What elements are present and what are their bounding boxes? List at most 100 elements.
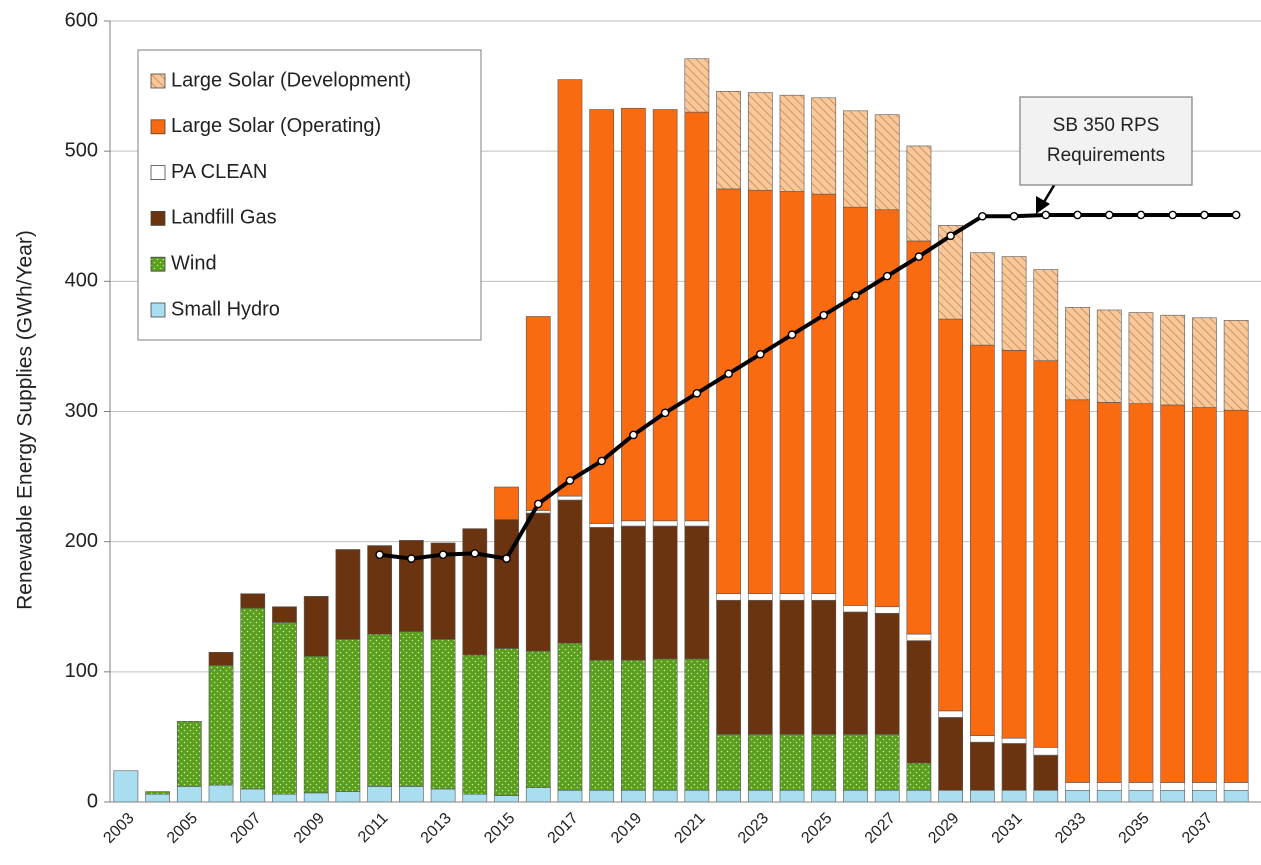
bar-segment [367,545,392,635]
annotation-text: SB 350 RPS [1053,115,1160,136]
legend-label: Large Solar (Development) [171,69,411,91]
bar-segment [938,789,963,803]
bar-segment [1033,747,1059,756]
bar-segment [1192,782,1217,791]
y-tick-label: 0 [87,790,98,812]
annotation-arrowhead [1036,196,1050,214]
bar-segment [303,596,329,657]
bar-segment [494,486,519,520]
bar-segment [874,789,900,803]
annotation-box [1019,96,1193,186]
bar-segment [525,510,551,514]
bar-segment [621,525,646,661]
bar-segment [652,520,678,527]
bar-segment [1001,737,1027,744]
bar-segment [1128,782,1154,791]
bar-segment [272,606,297,623]
bar-segment [272,793,297,803]
bar-segment [399,540,424,632]
bar-segment [1065,789,1090,803]
bar-segment [970,252,995,346]
y-tick-label: 500 [65,139,98,161]
bar-segment [684,520,710,527]
rps-point [819,310,829,320]
bar-segment [1033,269,1059,362]
x-tick-label: 2031 [989,810,1026,847]
bar-segment [652,525,678,660]
x-tick-label: 2035 [1116,810,1153,847]
bar-segment [716,789,741,803]
bar-segment [208,652,234,666]
legend-swatch [150,119,166,135]
rps-point [470,549,480,558]
rps-point [1136,210,1146,220]
bar-segment [303,655,329,794]
bar-segment [589,789,615,803]
bar-segment [716,188,741,595]
x-tick-label: 2007 [227,810,264,847]
bar-segment [811,593,837,601]
bar-segment [874,606,900,614]
bar-segment [335,791,361,803]
bar-segment [779,191,805,595]
x-tick-label: 2019 [608,810,645,847]
rps-point [660,408,670,418]
bar-segment [557,789,583,803]
bar-segment [462,793,488,803]
rps-point [407,554,416,563]
bar-segment [399,786,424,803]
bar-segment [557,642,583,791]
bar-segment [1223,789,1249,803]
legend-swatch [150,210,166,226]
rps-point [692,388,702,398]
bar-segment [494,519,519,649]
bar-segment [906,640,932,764]
bar-segment [145,793,170,803]
bar-segment [811,193,837,595]
rps-point [1009,211,1019,221]
bar-segment [1096,402,1122,783]
bar-segment [557,79,583,497]
x-tick-label: 2033 [1052,810,1089,847]
bar-segment [1160,782,1186,791]
bar-segment [684,525,710,660]
bar-segment [779,734,805,791]
bar-segment [843,206,868,606]
x-tick-label: 2021 [671,810,708,847]
bar-segment [1001,350,1027,739]
bar-segment [716,593,741,601]
bar-segment [589,659,615,791]
bar-segment [1065,782,1090,791]
bar-segment [494,648,519,796]
rps-point [787,330,797,340]
rps-point [438,550,448,559]
y-tick-label: 600 [65,9,98,31]
bar-segment [716,599,741,735]
bar-segment [335,549,361,640]
bar-segment [557,495,583,501]
bar-segment [272,622,297,795]
bar-segment [303,792,329,803]
rps-point [1073,210,1082,220]
legend-label: Small Hydro [171,298,280,320]
bar-segment [430,542,456,640]
bar-segment [1001,743,1027,791]
x-tick-label: 2011 [355,810,391,846]
bar-segment [779,599,805,735]
rps-point [882,271,892,281]
legend-label: Landfill Gas [171,207,277,229]
rps-point [946,231,955,241]
rps-point [375,550,384,559]
bar-segment [843,611,868,735]
bar-segment [938,717,963,791]
bar-segment [811,789,837,803]
bar-segment [843,789,868,803]
legend-swatch [150,73,166,89]
bar-segment [430,788,456,803]
bar-segment [906,240,932,635]
bar-segment [462,654,488,795]
legend-swatch [150,302,166,318]
bar-segment [1223,320,1249,411]
bar-segment [938,318,963,712]
